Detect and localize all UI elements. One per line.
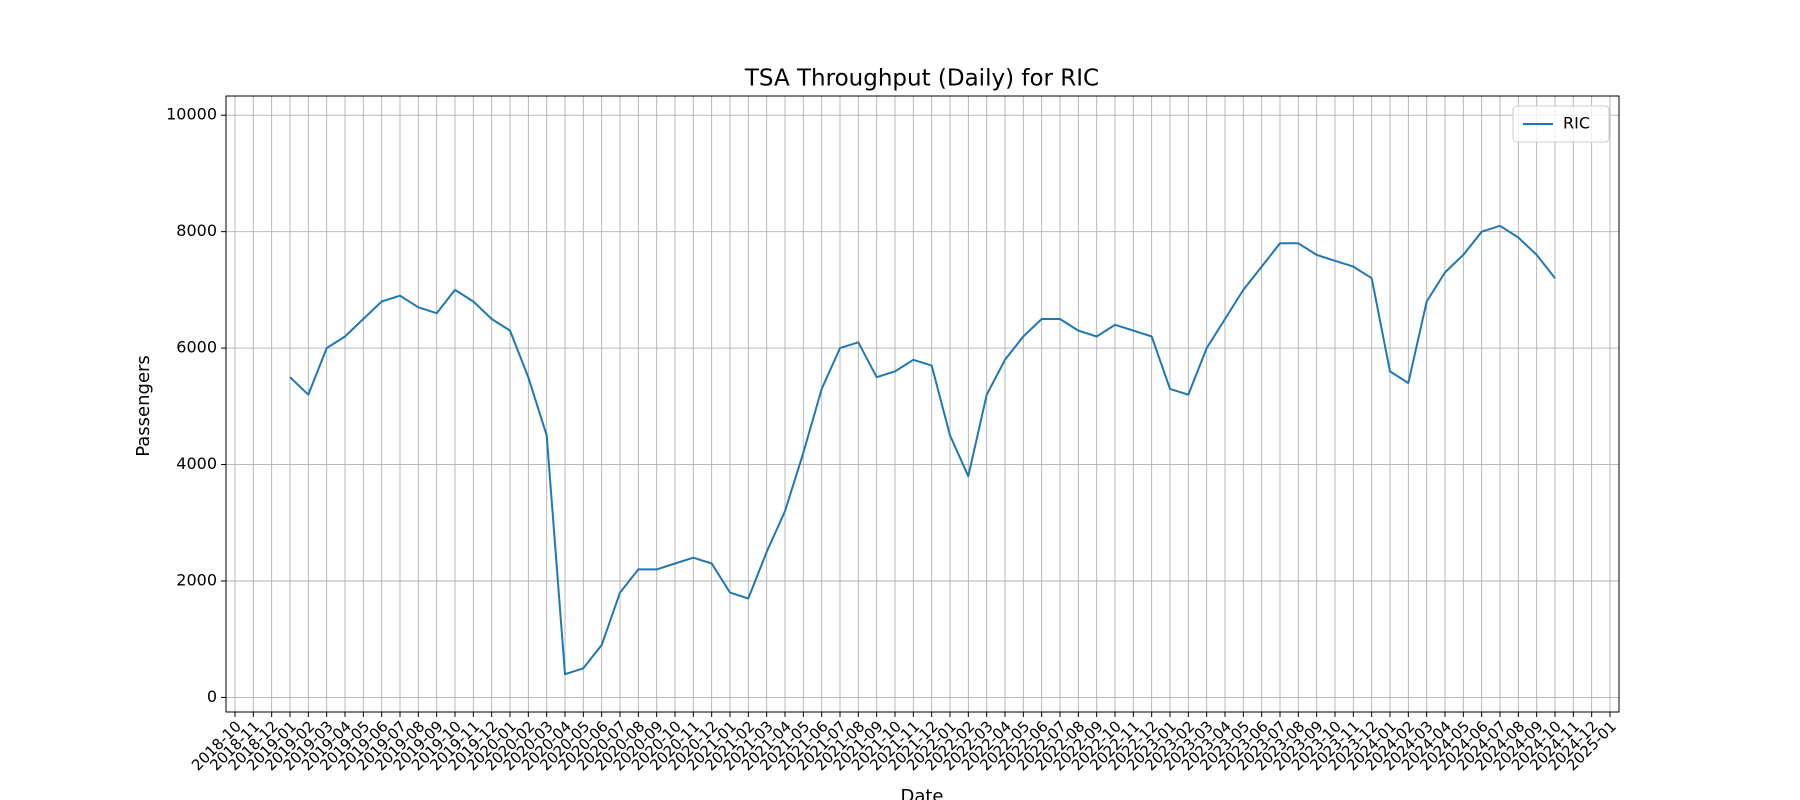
y-tick-label: 4000 xyxy=(176,454,217,473)
y-tick-label: 8000 xyxy=(176,221,217,240)
legend: RIC xyxy=(1512,105,1610,143)
y-tick-label: 10000 xyxy=(166,105,217,124)
y-tick-label: 0 xyxy=(207,687,217,706)
y-axis-label: Passengers xyxy=(133,355,154,457)
chart-title: TSA Throughput (Daily) for RIC xyxy=(744,66,1099,92)
legend-label: RIC xyxy=(1563,114,1590,133)
line-series xyxy=(289,224,1556,676)
x-axis-label: Date xyxy=(900,786,943,800)
plot-frame xyxy=(225,95,1620,713)
y-tick-label: 2000 xyxy=(176,570,217,589)
y-tick-label: 6000 xyxy=(176,338,217,357)
legend-box xyxy=(1512,105,1610,143)
